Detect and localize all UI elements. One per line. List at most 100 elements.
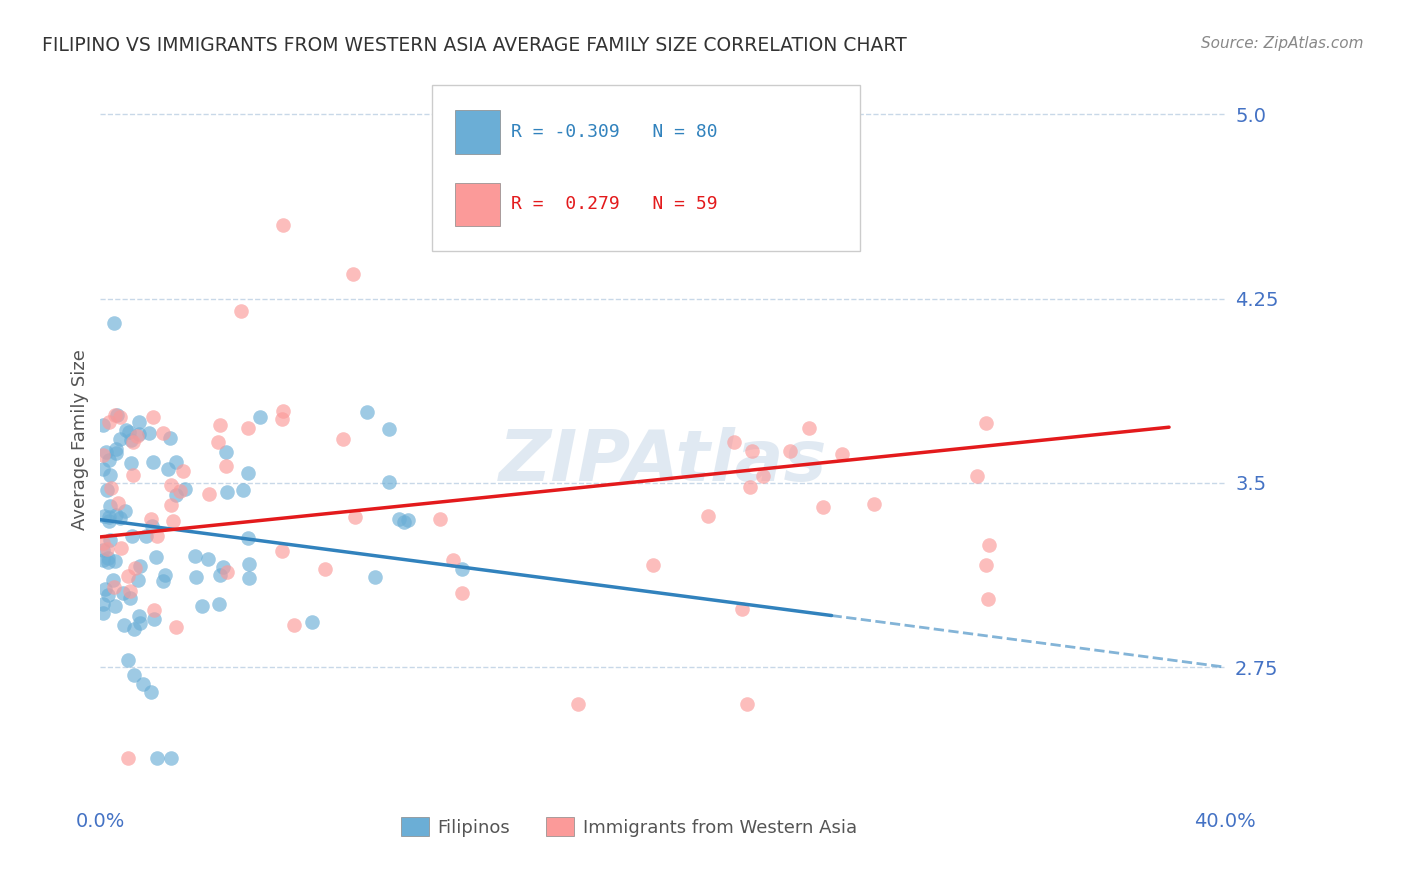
Point: [118, 425, 141, 439]
Point: [120, 456, 142, 470]
Point: [159, 478, 181, 492]
Point: [124, 561, 146, 575]
Point: [236, 466, 259, 480]
Point: [238, 571, 260, 585]
Point: [120, 591, 142, 606]
Point: [217, 485, 239, 500]
Point: [91, 553, 114, 567]
Point: [208, 597, 231, 611]
Text: R = -0.309   N = 80: R = -0.309 N = 80: [510, 123, 717, 141]
Point: [96, 554, 118, 568]
Point: [131, 677, 153, 691]
Point: [117, 653, 139, 667]
Point: [152, 425, 174, 440]
Point: [378, 422, 401, 436]
Point: [146, 528, 169, 542]
Point: [510, 205, 533, 219]
Point: [91, 448, 114, 462]
Legend: Filipinos, Immigrants from Western Asia: Filipinos, Immigrants from Western Asia: [394, 810, 863, 844]
Point: [93, 582, 115, 596]
Point: [283, 618, 305, 632]
Point: [155, 568, 177, 582]
Point: [142, 612, 165, 626]
Point: [396, 513, 419, 527]
Point: [697, 508, 720, 523]
Point: [118, 584, 141, 599]
Point: [159, 751, 181, 765]
Point: [174, 483, 197, 497]
Point: [108, 511, 131, 525]
Point: [214, 459, 236, 474]
Point: [94, 444, 117, 458]
Point: [441, 553, 464, 567]
Y-axis label: Average Family Size: Average Family Size: [72, 350, 89, 530]
Point: [104, 508, 127, 522]
Point: [215, 444, 238, 458]
Point: [271, 543, 294, 558]
Point: [249, 410, 271, 425]
Point: [184, 549, 207, 563]
Point: [388, 512, 411, 526]
Point: [139, 512, 162, 526]
Point: [232, 483, 254, 498]
Point: [98, 533, 121, 547]
Point: [217, 565, 239, 579]
Point: [91, 536, 114, 550]
Point: [97, 452, 120, 467]
Point: [236, 531, 259, 545]
Point: [238, 557, 260, 571]
Text: Source: ZipAtlas.com: Source: ZipAtlas.com: [1201, 36, 1364, 51]
Point: [271, 412, 294, 426]
Point: [979, 538, 1001, 552]
Point: [100, 481, 122, 495]
Point: [145, 550, 167, 565]
Point: [863, 497, 886, 511]
Point: [212, 560, 235, 574]
Point: [378, 475, 401, 489]
Point: [115, 423, 138, 437]
Point: [190, 599, 212, 613]
Text: FILIPINO VS IMMIGRANTS FROM WESTERN ASIA AVERAGE FAMILY SIZE CORRELATION CHART: FILIPINO VS IMMIGRANTS FROM WESTERN ASIA…: [42, 36, 907, 54]
Point: [143, 602, 166, 616]
Point: [165, 455, 187, 469]
Point: [197, 551, 219, 566]
Point: [104, 554, 127, 568]
Point: [344, 510, 367, 524]
Point: [138, 425, 160, 440]
Point: [156, 462, 179, 476]
Point: [91, 542, 114, 557]
Point: [236, 421, 259, 435]
Point: [93, 508, 115, 523]
Point: [121, 435, 143, 450]
Point: [731, 601, 754, 615]
Point: [811, 500, 834, 515]
Point: [162, 514, 184, 528]
Point: [117, 569, 139, 583]
Point: [208, 417, 231, 432]
Point: [114, 504, 136, 518]
Point: [831, 447, 853, 461]
Point: [160, 498, 183, 512]
Point: [301, 615, 323, 629]
Point: [129, 616, 152, 631]
Point: [128, 609, 150, 624]
Point: [128, 415, 150, 429]
Point: [342, 267, 364, 281]
Point: [165, 488, 187, 502]
Text: ZIPAtlas: ZIPAtlas: [499, 427, 827, 496]
Point: [91, 462, 114, 476]
Point: [741, 444, 763, 458]
Point: [91, 607, 114, 621]
Point: [735, 697, 758, 711]
Point: [332, 432, 354, 446]
Point: [142, 409, 165, 424]
Point: [451, 586, 474, 600]
Point: [104, 408, 127, 422]
Point: [117, 751, 139, 765]
Point: [122, 467, 145, 482]
Point: [97, 514, 120, 528]
Point: [209, 567, 232, 582]
Point: [356, 405, 378, 419]
Point: [103, 316, 125, 330]
Point: [779, 444, 801, 458]
